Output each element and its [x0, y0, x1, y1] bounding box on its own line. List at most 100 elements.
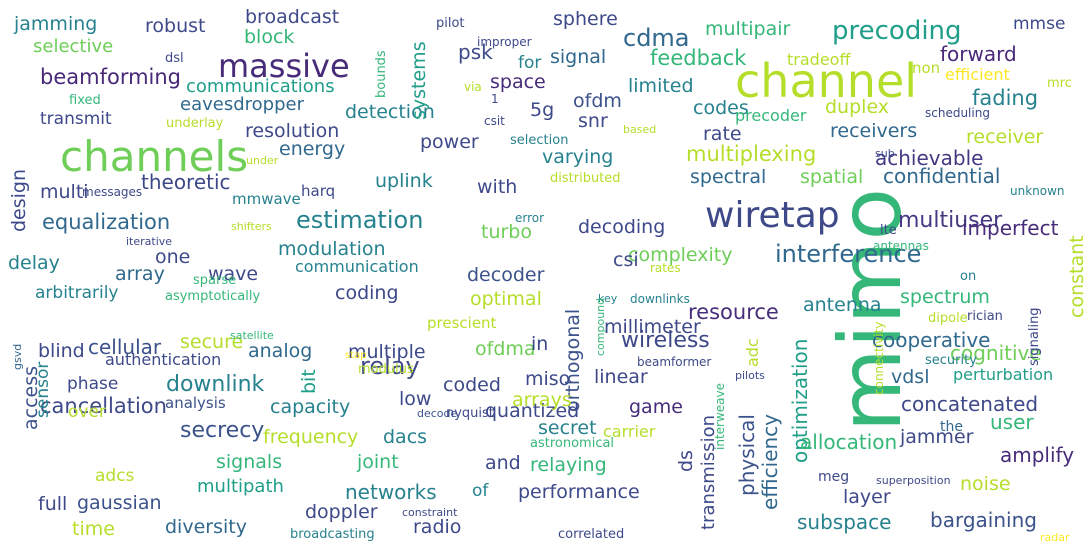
word-multiplexing: multiplexing: [686, 142, 817, 166]
word-arrays: arrays: [512, 389, 572, 411]
word-satellite: satellite: [230, 329, 274, 342]
word-authentication: authentication: [105, 350, 222, 369]
word-arbitrarily: arbitrarily: [35, 283, 119, 303]
word-wireless: wireless: [621, 328, 710, 353]
word-game: game: [629, 396, 683, 418]
word-downlink: downlink: [166, 372, 265, 397]
word-wave: wave: [208, 263, 259, 285]
word-limited: limited: [628, 75, 694, 97]
word-power: power: [420, 131, 479, 153]
word-secrecy: secrecy: [180, 418, 265, 443]
word-dsl: dsl: [165, 51, 184, 66]
word-meg: meg: [818, 469, 850, 485]
word-joint: joint: [357, 451, 399, 473]
word-compound: compound: [594, 297, 607, 356]
word-the: the: [940, 419, 963, 435]
word-amplify: amplify: [1000, 443, 1075, 467]
word-cooperative: cooperative: [872, 328, 991, 352]
word-signal: signal: [550, 46, 607, 68]
word-multipath: multipath: [197, 476, 284, 497]
word-communication: communication: [295, 257, 419, 276]
word-selective: selective: [33, 36, 114, 57]
word-pilot: pilot: [436, 16, 465, 31]
word-spatial: spatial: [800, 166, 864, 188]
word-pilots: pilots: [735, 369, 765, 382]
word-stap: stap: [345, 350, 367, 361]
word-channels: channels: [60, 132, 249, 181]
word-correlated: correlated: [558, 527, 625, 542]
word-optimal: optimal: [470, 288, 542, 310]
word-relay: relay: [360, 352, 420, 380]
word-one: one: [155, 246, 191, 268]
word-adc: adc: [743, 338, 762, 367]
word-gsvd: gsvd: [11, 343, 24, 370]
word-imperfect: imperfect: [962, 216, 1059, 240]
word-capacity: capacity: [270, 396, 351, 418]
word-sub: sub: [875, 147, 895, 160]
word-5g: 5g: [530, 99, 555, 121]
word-cellular: cellular: [88, 335, 162, 359]
word-concatenated: concatenated: [901, 392, 1039, 416]
word-performance: performance: [518, 481, 640, 503]
word-coded: coded: [443, 374, 501, 396]
word-theoretic: theoretic: [141, 170, 231, 194]
word-spectrum: spectrum: [900, 286, 990, 308]
word-relaying: relaying: [530, 454, 607, 476]
word-interference: interference: [775, 240, 922, 268]
word-rate: rate: [703, 123, 742, 145]
word-jamming: jamming: [14, 13, 98, 35]
word-spectral: spectral: [690, 166, 767, 188]
word-interweave: interweave: [713, 383, 727, 450]
word-perturbation: perturbation: [953, 365, 1054, 384]
word-mmwave: mmwave: [232, 190, 301, 208]
word-coding: coding: [335, 282, 399, 304]
word-diversity: diversity: [165, 516, 247, 538]
word-communications: communications: [186, 76, 335, 97]
word-downlinks: downlinks: [630, 292, 690, 306]
word-csit: csit: [484, 114, 505, 128]
word-miso: miso: [525, 368, 571, 390]
word-asymptotically: asymptotically: [165, 289, 261, 304]
word-array: array: [115, 263, 165, 285]
word-resource: resource: [688, 300, 779, 324]
word-multipair: multipair: [705, 18, 791, 40]
word-space: space: [490, 71, 546, 93]
word-receiver: receiver: [966, 126, 1044, 148]
word-error: error: [515, 211, 545, 225]
word-bit: bit: [298, 369, 320, 394]
word-quantized: quantized: [485, 400, 580, 422]
word-allocation: allocation: [800, 430, 898, 454]
word-estimation: estimation: [296, 206, 424, 234]
word-decoder: decoder: [467, 264, 545, 286]
word-robust: robust: [145, 15, 206, 37]
word-physical: physical: [735, 414, 759, 496]
word-over: over: [68, 402, 106, 422]
word-ofdma: ofdma: [475, 338, 536, 360]
word-lte: lte: [880, 223, 897, 238]
word-design: design: [8, 168, 30, 232]
word-codes: codes: [693, 97, 749, 119]
word-antennas: antennas: [873, 239, 929, 253]
word-user: user: [990, 410, 1034, 434]
word-and: and: [485, 452, 521, 474]
word-resolution: resolution: [245, 120, 340, 142]
word-adcs: adcs: [95, 466, 135, 486]
word-gaussian: gaussian: [77, 492, 162, 514]
word-systems: systems: [408, 41, 430, 120]
word-1: 1: [491, 92, 499, 106]
word-rates: rates: [650, 261, 681, 275]
word-distributed: distributed: [550, 171, 621, 186]
word-confidential: confidential: [883, 164, 1001, 188]
word-varying: varying: [542, 146, 614, 168]
word-equalization: equalization: [42, 210, 171, 234]
word-modulus: modulus: [358, 362, 414, 377]
word-achievable: achievable: [875, 146, 984, 170]
word-constraint: constraint: [402, 506, 458, 519]
word-superposition: superposition: [876, 474, 951, 487]
word-full: full: [38, 493, 68, 515]
word-noise: noise: [960, 473, 1011, 495]
word-key: key: [598, 292, 618, 305]
word-under: under: [246, 154, 279, 167]
word-sparse: sparse: [193, 273, 237, 288]
word-signals: signals: [216, 451, 283, 473]
